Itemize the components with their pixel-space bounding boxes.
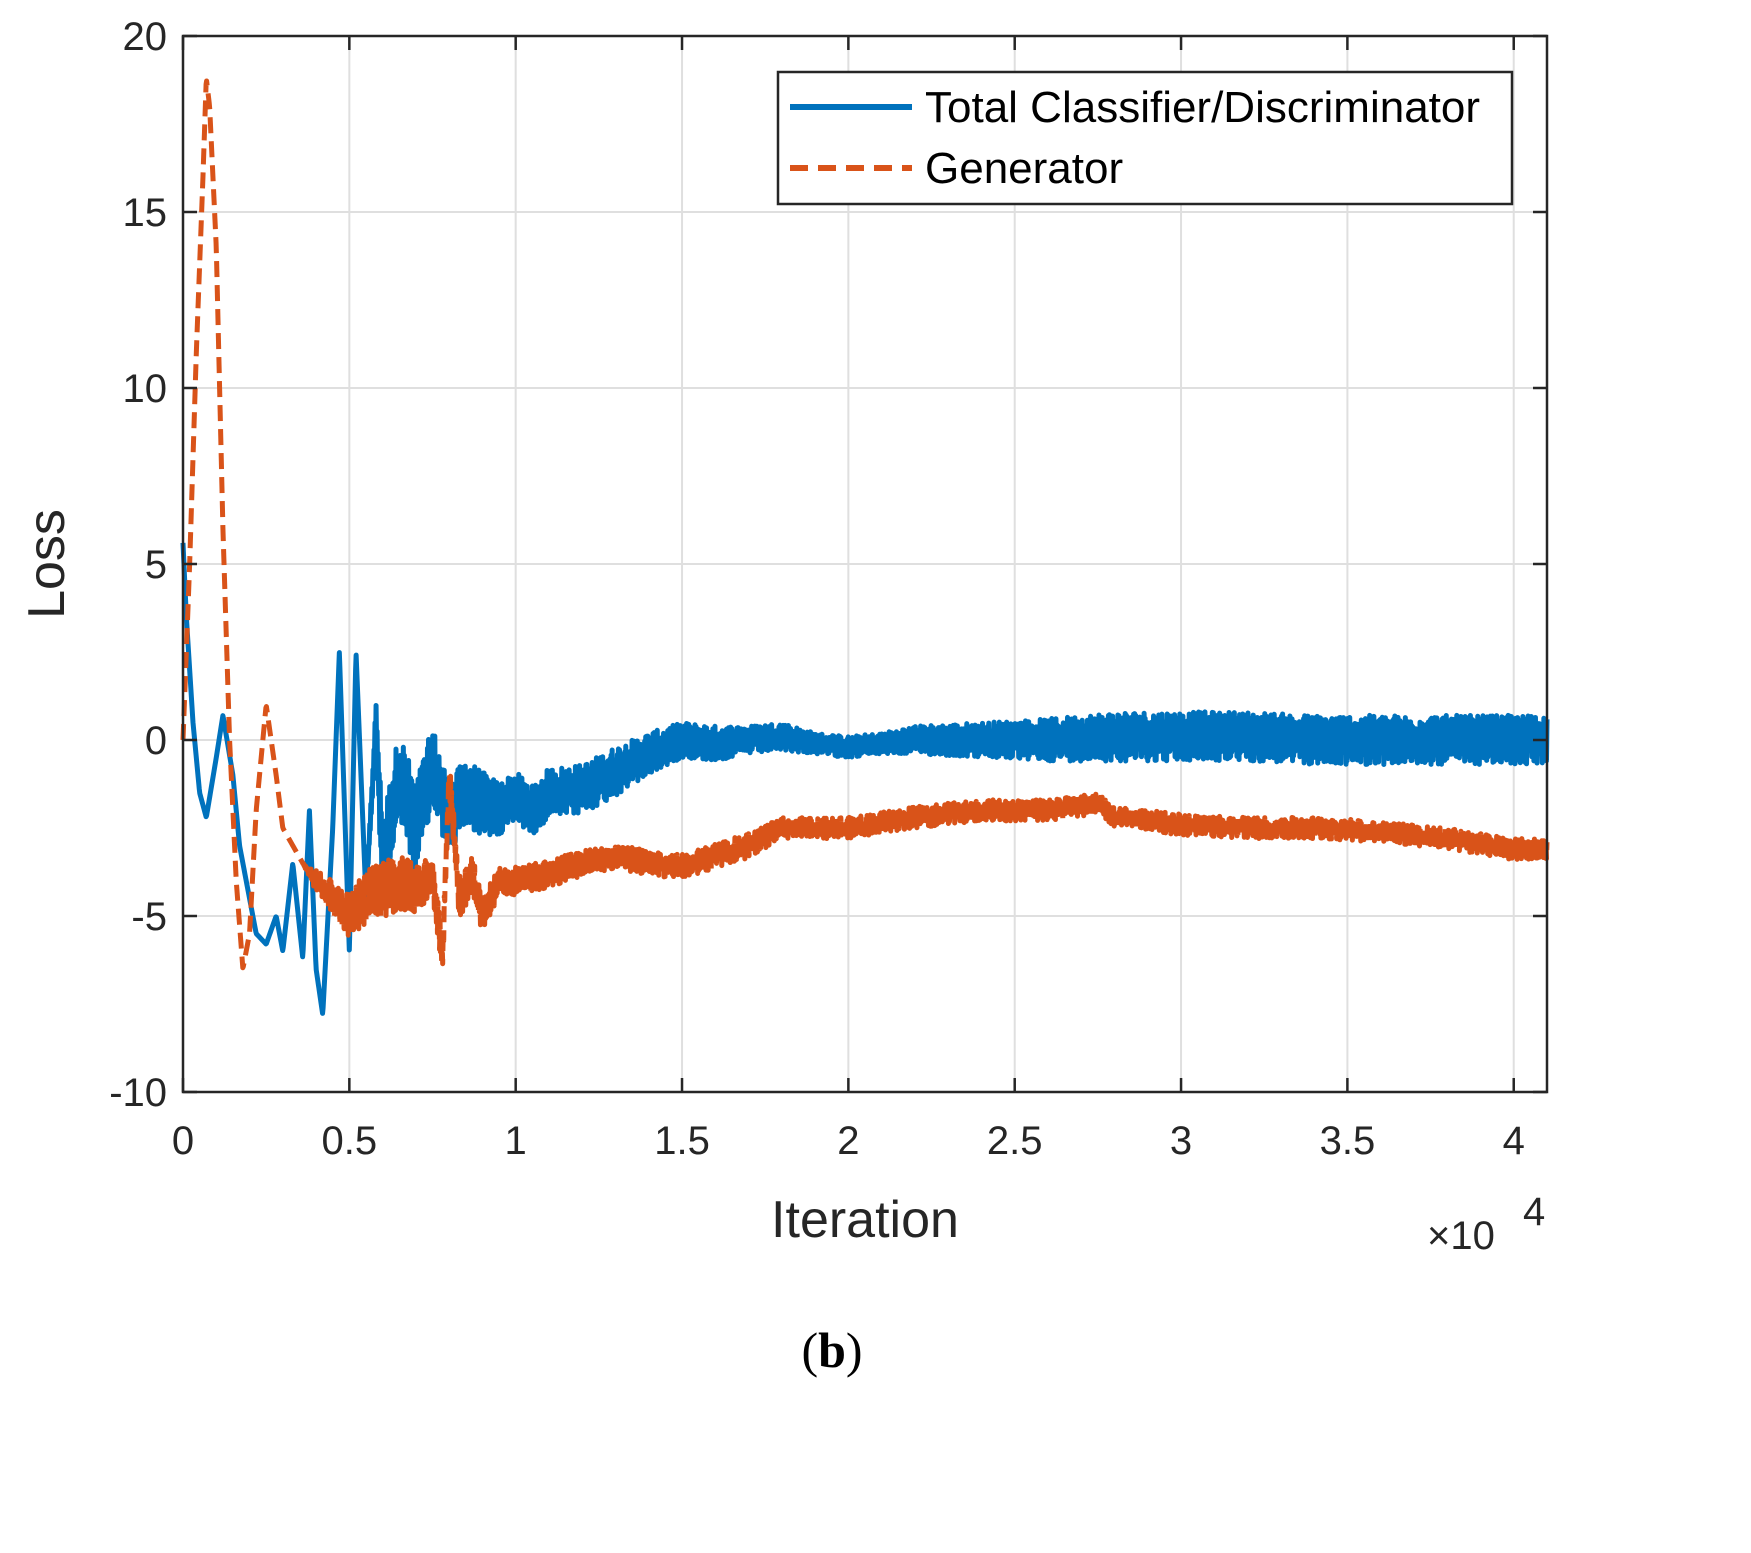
y-tick-label: -10 bbox=[109, 1071, 167, 1115]
x-tick-label: 0 bbox=[172, 1119, 194, 1163]
y-tick-label: 15 bbox=[123, 191, 168, 235]
y-axis-title: Loss bbox=[18, 509, 76, 619]
y-tick-labels: -10 -5 0 5 10 15 20 bbox=[109, 15, 167, 1115]
x-axis-title: Iteration bbox=[771, 1191, 959, 1249]
figure-caption: (b) bbox=[801, 1322, 862, 1378]
series-line-classifier bbox=[180, 542, 1550, 1016]
x-tick-label: 3 bbox=[1170, 1119, 1192, 1163]
x-tick-label: 2 bbox=[837, 1119, 859, 1163]
y-tick-label: 10 bbox=[123, 367, 168, 411]
x-tick-label: 0.5 bbox=[322, 1119, 378, 1163]
x-tick-label: 4 bbox=[1503, 1119, 1525, 1163]
x-tick-label: 1 bbox=[505, 1119, 527, 1163]
y-tick-label: -5 bbox=[131, 895, 167, 939]
y-tick-label: 0 bbox=[145, 719, 167, 763]
y-tick-label: 20 bbox=[123, 15, 168, 59]
x-tick-label: 2.5 bbox=[987, 1119, 1043, 1163]
caption-open-paren: ( bbox=[801, 1322, 818, 1378]
tick-marks bbox=[181, 34, 1547, 1094]
legend-label-generator: Generator bbox=[925, 144, 1123, 193]
y-tick-label: 5 bbox=[145, 543, 167, 587]
x-exponent-base: ×10 bbox=[1427, 1214, 1495, 1258]
caption-close-paren: ) bbox=[846, 1322, 863, 1378]
x-exponent-label: ×10 4 bbox=[1427, 1190, 1545, 1258]
legend: Total Classifier/Discriminator Generator bbox=[776, 70, 1514, 206]
x-tick-labels: 0 0.5 1 1.5 2 2.5 3 3.5 4 bbox=[172, 1119, 1525, 1163]
caption-letter: b bbox=[818, 1322, 846, 1378]
legend-label-classifier: Total Classifier/Discriminator bbox=[925, 83, 1480, 132]
x-tick-label: 1.5 bbox=[654, 1119, 710, 1163]
legend-box bbox=[776, 70, 1514, 206]
x-exponent-power: 4 bbox=[1523, 1190, 1545, 1234]
x-tick-label: 3.5 bbox=[1320, 1119, 1376, 1163]
series-line-generator bbox=[180, 78, 1550, 971]
series-layer bbox=[180, 78, 1550, 1016]
